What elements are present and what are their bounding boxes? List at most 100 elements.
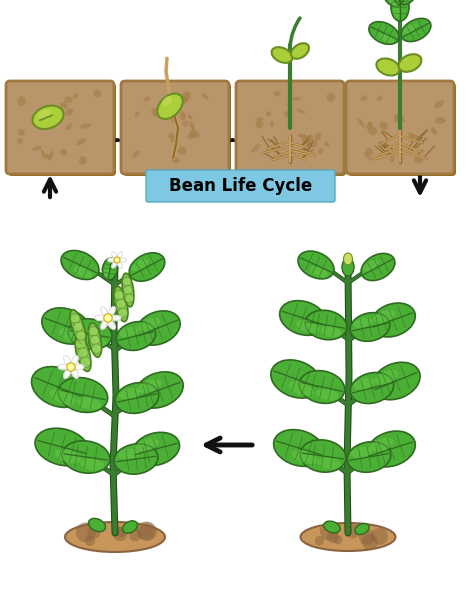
Ellipse shape	[78, 348, 88, 358]
Ellipse shape	[112, 262, 117, 268]
Ellipse shape	[171, 136, 176, 143]
Ellipse shape	[95, 315, 106, 321]
Ellipse shape	[172, 113, 177, 124]
Ellipse shape	[114, 286, 128, 322]
Ellipse shape	[71, 369, 78, 379]
Ellipse shape	[383, 0, 401, 7]
Circle shape	[320, 521, 339, 541]
Circle shape	[104, 314, 112, 322]
Ellipse shape	[133, 433, 180, 466]
Ellipse shape	[75, 335, 91, 371]
Ellipse shape	[274, 91, 280, 97]
FancyBboxPatch shape	[6, 81, 114, 174]
Ellipse shape	[189, 121, 195, 130]
Ellipse shape	[190, 130, 199, 138]
Ellipse shape	[364, 152, 372, 161]
Ellipse shape	[74, 266, 93, 278]
Ellipse shape	[305, 310, 347, 340]
Ellipse shape	[76, 331, 86, 340]
Ellipse shape	[324, 521, 340, 533]
Ellipse shape	[138, 318, 160, 331]
Ellipse shape	[108, 320, 116, 329]
Ellipse shape	[135, 372, 183, 408]
Ellipse shape	[50, 389, 76, 405]
Ellipse shape	[136, 439, 159, 451]
Ellipse shape	[270, 120, 274, 127]
Ellipse shape	[296, 109, 306, 113]
Ellipse shape	[431, 127, 437, 134]
Ellipse shape	[136, 311, 180, 345]
Ellipse shape	[123, 521, 137, 533]
Ellipse shape	[360, 95, 367, 101]
FancyBboxPatch shape	[146, 170, 335, 202]
Circle shape	[67, 363, 75, 371]
Ellipse shape	[373, 310, 395, 323]
Ellipse shape	[117, 252, 122, 259]
Ellipse shape	[101, 320, 108, 329]
FancyBboxPatch shape	[121, 81, 229, 174]
Ellipse shape	[102, 258, 118, 280]
Circle shape	[76, 522, 96, 542]
Ellipse shape	[60, 149, 67, 155]
FancyBboxPatch shape	[236, 81, 344, 174]
Ellipse shape	[350, 313, 390, 341]
Ellipse shape	[90, 335, 100, 345]
Ellipse shape	[63, 356, 70, 365]
Ellipse shape	[122, 277, 131, 286]
Text: Bean Life Cycle: Bean Life Cycle	[169, 177, 312, 195]
FancyBboxPatch shape	[238, 83, 346, 176]
Ellipse shape	[408, 133, 419, 139]
Circle shape	[327, 531, 339, 543]
Ellipse shape	[115, 383, 159, 413]
Ellipse shape	[80, 123, 91, 129]
Ellipse shape	[129, 253, 165, 281]
Circle shape	[314, 536, 324, 545]
Ellipse shape	[118, 308, 128, 317]
Ellipse shape	[368, 127, 377, 136]
Ellipse shape	[144, 97, 150, 101]
Ellipse shape	[375, 370, 398, 385]
Ellipse shape	[300, 440, 346, 472]
Ellipse shape	[183, 121, 188, 127]
Ellipse shape	[66, 123, 72, 130]
Ellipse shape	[79, 156, 86, 165]
Ellipse shape	[88, 518, 106, 532]
Ellipse shape	[110, 315, 121, 321]
Ellipse shape	[302, 136, 309, 144]
Ellipse shape	[138, 379, 162, 393]
Ellipse shape	[272, 47, 292, 63]
Ellipse shape	[367, 431, 415, 467]
Ellipse shape	[371, 303, 415, 337]
Ellipse shape	[393, 4, 400, 18]
Ellipse shape	[32, 146, 42, 151]
Ellipse shape	[31, 367, 85, 407]
Ellipse shape	[132, 150, 140, 158]
Ellipse shape	[177, 96, 188, 104]
Ellipse shape	[368, 121, 373, 127]
Ellipse shape	[256, 118, 264, 121]
Ellipse shape	[284, 111, 290, 117]
Ellipse shape	[321, 326, 342, 337]
Ellipse shape	[318, 458, 340, 469]
Ellipse shape	[180, 112, 186, 121]
Circle shape	[136, 521, 155, 541]
Ellipse shape	[298, 251, 334, 279]
Ellipse shape	[80, 458, 104, 470]
Ellipse shape	[393, 114, 401, 122]
Ellipse shape	[77, 397, 101, 410]
Ellipse shape	[162, 96, 172, 107]
Ellipse shape	[65, 522, 165, 552]
Ellipse shape	[17, 96, 26, 106]
Ellipse shape	[64, 97, 72, 103]
Ellipse shape	[315, 133, 321, 140]
Ellipse shape	[414, 156, 423, 164]
Ellipse shape	[344, 253, 352, 265]
Ellipse shape	[171, 155, 180, 163]
Ellipse shape	[287, 101, 292, 106]
Ellipse shape	[399, 0, 417, 5]
Ellipse shape	[94, 328, 100, 352]
Ellipse shape	[274, 430, 324, 466]
Ellipse shape	[388, 0, 396, 6]
Ellipse shape	[300, 523, 395, 551]
Ellipse shape	[357, 118, 365, 128]
